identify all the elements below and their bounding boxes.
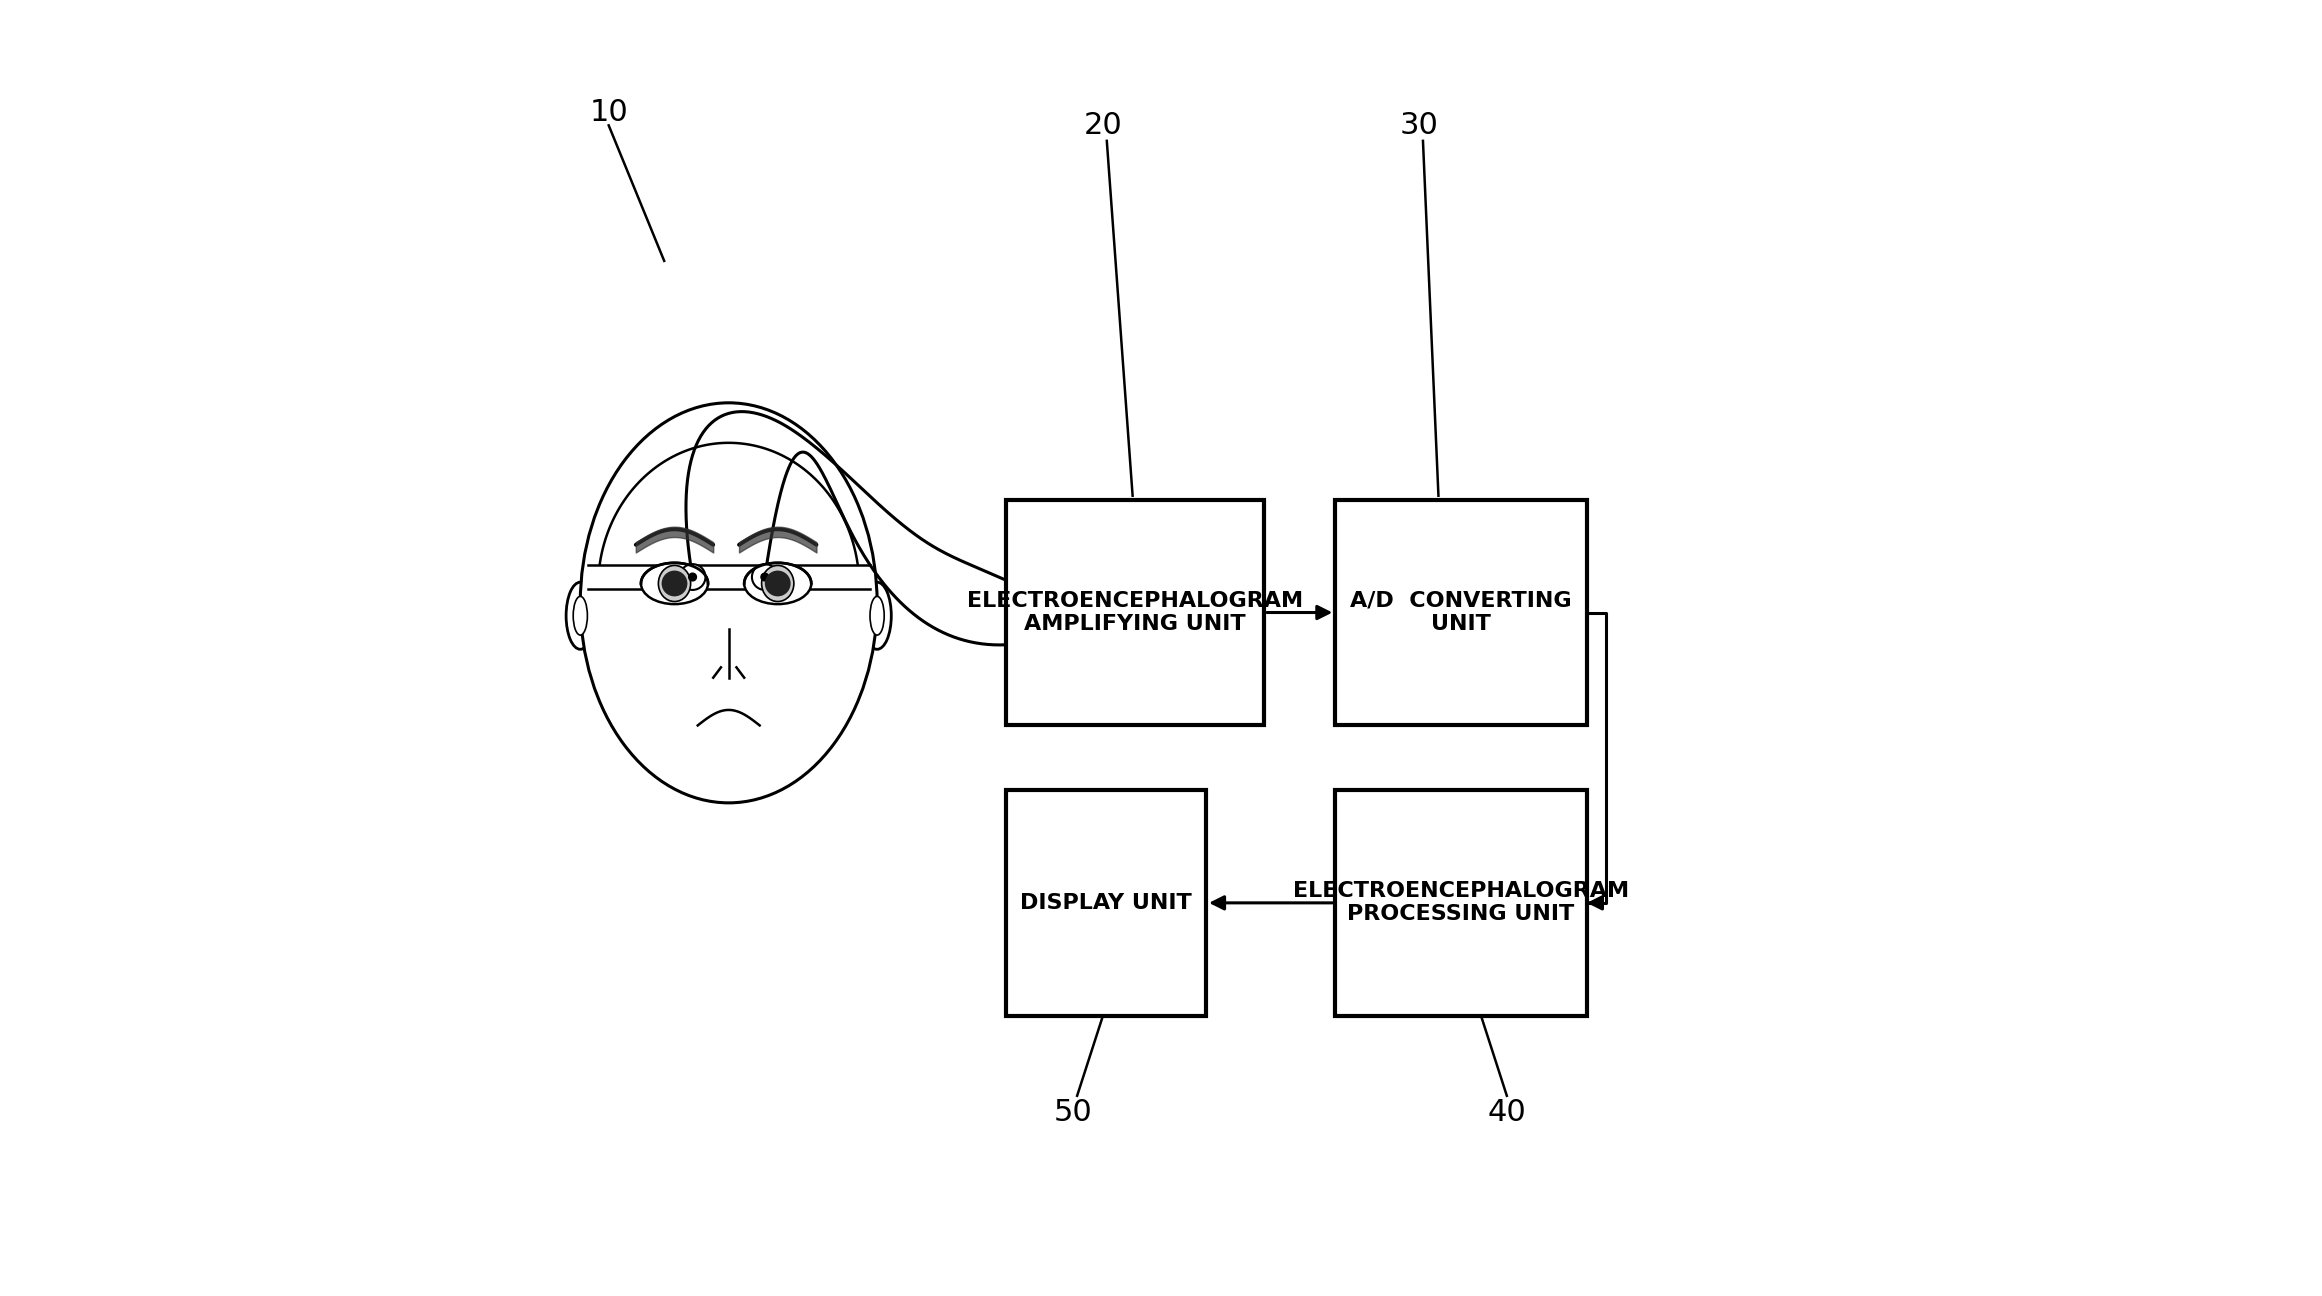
Circle shape: [690, 573, 697, 581]
Ellipse shape: [641, 562, 708, 604]
Circle shape: [662, 570, 687, 596]
Text: 50: 50: [1054, 1098, 1094, 1128]
Text: DISPLAY UNIT: DISPLAY UNIT: [1019, 893, 1191, 912]
Bar: [1005, 791, 1205, 1016]
Circle shape: [764, 570, 792, 596]
Circle shape: [762, 573, 769, 581]
Ellipse shape: [574, 596, 587, 635]
Text: ELECTROENCEPHALOGRAM
AMPLIFYING UNIT: ELECTROENCEPHALOGRAM AMPLIFYING UNIT: [968, 591, 1303, 634]
Text: 20: 20: [1084, 111, 1122, 140]
Circle shape: [680, 564, 706, 590]
Ellipse shape: [743, 562, 810, 604]
Circle shape: [752, 564, 778, 590]
Ellipse shape: [871, 596, 885, 635]
Bar: [1005, 499, 1263, 726]
Text: 30: 30: [1400, 111, 1440, 140]
Text: A/D  CONVERTING
UNIT: A/D CONVERTING UNIT: [1349, 591, 1572, 634]
Bar: [1335, 499, 1586, 726]
Ellipse shape: [567, 582, 594, 649]
Ellipse shape: [659, 565, 690, 601]
Text: 10: 10: [590, 98, 627, 127]
Text: 40: 40: [1488, 1098, 1526, 1128]
Ellipse shape: [762, 565, 794, 601]
Bar: [1335, 791, 1586, 1016]
Ellipse shape: [580, 403, 878, 802]
Ellipse shape: [864, 582, 892, 649]
Text: ELECTROENCEPHALOGRAM
PROCESSING UNIT: ELECTROENCEPHALOGRAM PROCESSING UNIT: [1293, 881, 1630, 924]
